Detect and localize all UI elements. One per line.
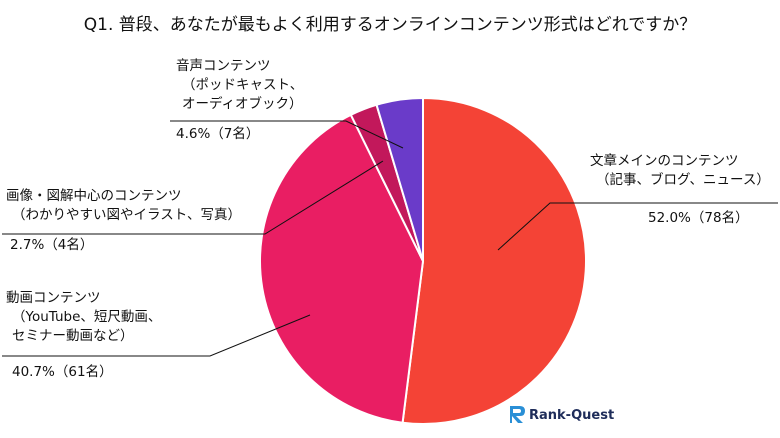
slice-value-label: 40.7%（61名） (12, 364, 113, 380)
slice-name-line: オーディオブック） (182, 95, 303, 112)
leader-line-0 (497, 202, 778, 251)
logo-mark-icon (510, 406, 525, 423)
leader-line-3 (170, 120, 404, 149)
rank-quest-logo: Rank-Quest (510, 406, 614, 423)
slice-name-line: （ポッドキャスト、 (182, 77, 303, 93)
slice-name-line: 動画コンテンツ (6, 290, 101, 306)
pie-slice-3 (375, 96, 424, 262)
slice-name-line: 音声コンテンツ (176, 57, 271, 74)
slice-label-3: 音声コンテンツ （ポッドキャスト、オーディオブック） 4.6%（7名） (170, 57, 404, 149)
slice-name-line: セミナー動画など） (12, 328, 134, 344)
slice-label-2: 画像・図解中心のコンテンツ （わかりやすい図やイラスト、写真） 2.7%（4名） (2, 160, 384, 253)
slice-label-0: 文章メインのコンテンツ （記事、ブログ、ニュース） 52.0%（78名） (497, 152, 778, 251)
slice-name-line: （わかりやすい図やイラスト、写真） (12, 207, 241, 223)
slice-labels: 文章メインのコンテンツ （記事、ブログ、ニュース） 52.0%（78名） 動画コンテン… (2, 57, 778, 380)
leader-line-1 (2, 314, 311, 357)
logo-text: Rank-Quest (529, 408, 614, 423)
slice-name-line: 文章メインのコンテンツ (590, 152, 739, 169)
pie-slice-0 (401, 96, 587, 425)
slice-value-label: 52.0%（78名） (648, 210, 749, 226)
pie-slice-1 (259, 113, 425, 424)
slice-name-line: （YouTube、短尺動画、 (12, 309, 161, 325)
slice-label-1: 動画コンテンツ （YouTube、短尺動画、セミナー動画など） 40.7%（61名） (2, 290, 311, 380)
chart-title: Q1. 普段、あなたが最もよく利用するオンラインコンテンツ形式はどれですか？ (84, 15, 697, 35)
slice-value-label: 4.6%（7名） (176, 126, 259, 142)
slice-name-line: 画像・図解中心のコンテンツ (6, 188, 182, 204)
pie-slices (259, 96, 587, 425)
leader-line-2 (2, 160, 384, 235)
slice-value-label: 2.7%（4名） (10, 237, 93, 253)
slice-name-line: （記事、ブログ、ニュース） (596, 171, 770, 188)
